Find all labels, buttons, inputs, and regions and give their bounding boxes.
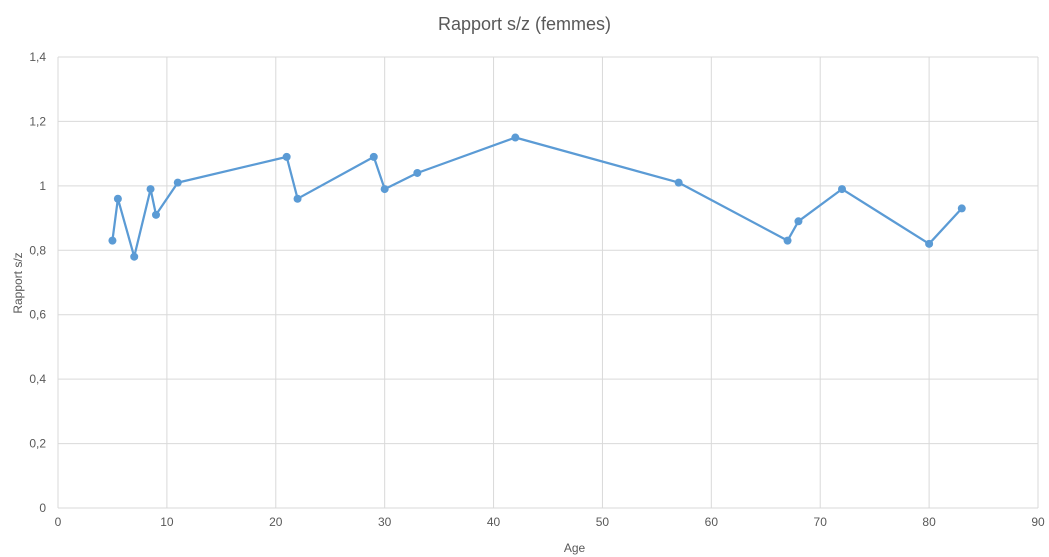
data-point <box>674 178 683 187</box>
y-tick-label: 0,8 <box>29 243 46 257</box>
x-tick-label: 90 <box>1031 515 1045 529</box>
x-tick-label: 40 <box>487 515 501 529</box>
y-tick-label: 0,4 <box>29 372 46 386</box>
data-point <box>146 185 155 194</box>
data-point <box>413 168 422 177</box>
x-tick-label: 0 <box>55 515 62 529</box>
y-tick-label: 1 <box>39 179 46 193</box>
data-point <box>113 194 122 203</box>
y-tick-label: 0,2 <box>29 437 46 451</box>
data-point <box>925 239 934 248</box>
data-point <box>380 185 389 194</box>
x-tick-label: 10 <box>160 515 174 529</box>
data-point <box>108 236 117 245</box>
series-line <box>111 136 963 258</box>
data-point <box>838 185 846 194</box>
y-tick-label: 1,4 <box>29 50 46 64</box>
x-tick-label: 80 <box>922 515 936 529</box>
series-layer <box>108 133 966 261</box>
data-point <box>783 236 792 245</box>
data-point <box>152 210 160 219</box>
x-tick-label: 20 <box>269 515 283 529</box>
y-tick-label: 1,2 <box>29 114 46 128</box>
y-axis-title: Rapport s/z <box>11 252 25 314</box>
x-tick-label: 60 <box>705 515 719 529</box>
x-tick-label: 50 <box>596 515 610 529</box>
data-point <box>511 133 520 142</box>
data-point <box>173 178 182 187</box>
y-tick-label: 0,6 <box>29 308 46 322</box>
data-point <box>130 252 139 261</box>
x-tick-label: 70 <box>814 515 828 529</box>
data-point <box>957 204 966 213</box>
y-tick-label: 0 <box>39 501 46 515</box>
x-axis-title: Age <box>563 541 586 555</box>
grid-lines <box>57 56 1039 509</box>
data-point <box>794 217 803 226</box>
data-point <box>282 152 291 161</box>
x-tick-label: 30 <box>378 515 392 529</box>
data-point <box>293 194 302 203</box>
chart-title: Rapport s/z (femmes) <box>437 14 612 34</box>
tick-labels: 0 10 20 30 40 50 60 70 80 90 0 0,2 0,4 0,6 0,8 1 1,2 1,4 <box>29 50 1045 529</box>
data-point <box>369 152 378 161</box>
